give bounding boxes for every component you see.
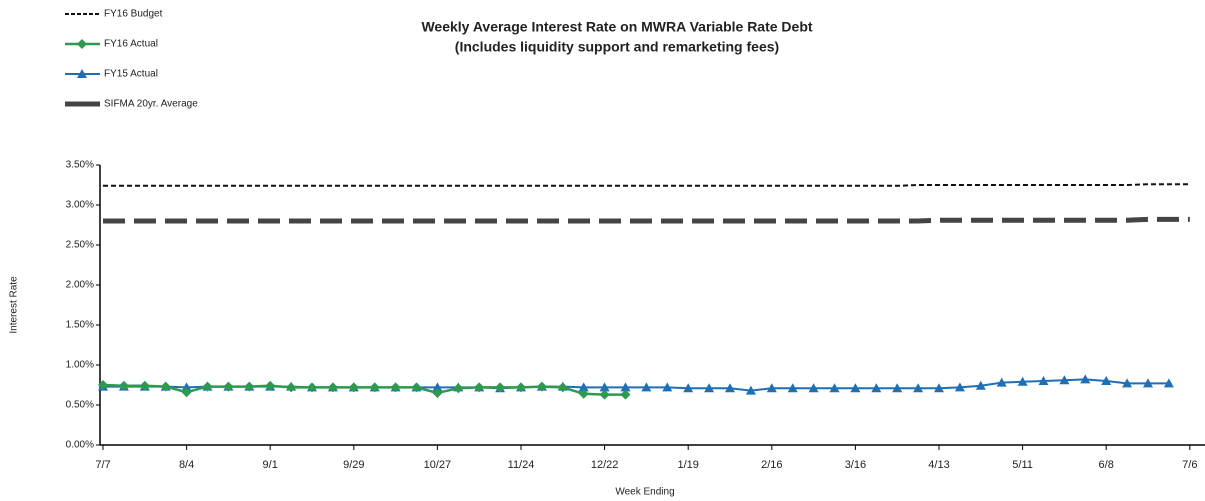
x-tick-label: 8/4 — [179, 459, 194, 471]
marker — [453, 383, 464, 394]
marker — [641, 382, 652, 392]
marker — [432, 382, 443, 392]
marker — [745, 385, 756, 395]
x-tick-label: 11/24 — [508, 459, 535, 471]
y-tick-label: 0.50% — [66, 400, 94, 411]
marker — [265, 380, 276, 391]
legend-label: SIFMA 20yr. Average — [104, 99, 198, 110]
marker — [766, 383, 777, 393]
marker — [557, 382, 568, 393]
marker — [474, 382, 485, 393]
marker — [892, 383, 903, 393]
marker — [1080, 374, 1091, 384]
chart-title: Weekly Average Interest Rate on MWRA Var… — [421, 19, 812, 35]
marker — [202, 381, 213, 392]
marker — [829, 383, 840, 393]
marker — [704, 383, 715, 393]
marker — [599, 382, 610, 392]
legend-label: FY16 Actual — [104, 39, 158, 50]
marker — [1038, 376, 1049, 385]
marker — [1059, 375, 1070, 385]
x-tick-label: 9/29 — [343, 459, 364, 471]
marker — [662, 382, 673, 392]
marker — [327, 382, 338, 393]
marker — [599, 389, 610, 400]
x-tick-label: 6/8 — [1099, 459, 1114, 471]
marker — [620, 382, 631, 392]
x-tick-label: 4/13 — [928, 459, 949, 471]
marker — [683, 383, 694, 393]
y-axis-label: Interest Rate — [9, 276, 20, 334]
y-tick-label: 3.50% — [66, 160, 94, 171]
marker — [871, 383, 882, 393]
marker — [954, 382, 965, 392]
marker — [850, 383, 861, 393]
x-tick-label: 1/19 — [677, 459, 698, 471]
y-tick-label: 2.00% — [66, 280, 94, 291]
marker — [536, 381, 547, 392]
marker — [725, 383, 735, 393]
marker — [787, 383, 798, 393]
y-tick-label: 1.50% — [66, 320, 94, 331]
marker — [118, 380, 129, 391]
marker — [495, 382, 506, 393]
marker — [975, 380, 986, 390]
series-line — [103, 216, 1190, 224]
marker — [223, 381, 234, 392]
legend-label: FY15 Actual — [104, 69, 158, 80]
marker — [369, 382, 380, 393]
y-tick-label: 3.00% — [66, 200, 94, 211]
marker — [1017, 376, 1028, 386]
marker — [934, 383, 944, 393]
marker — [390, 382, 401, 393]
x-tick-label: 9/1 — [263, 459, 278, 471]
marker — [160, 381, 171, 392]
marker — [77, 69, 87, 78]
marker — [1122, 378, 1133, 388]
marker — [411, 382, 422, 393]
marker — [996, 377, 1007, 387]
marker — [1101, 376, 1112, 385]
y-tick-label: 1.00% — [66, 360, 94, 371]
x-tick-label: 2/16 — [761, 459, 782, 471]
x-tick-label: 3/16 — [845, 459, 866, 471]
marker — [578, 382, 589, 392]
x-tick-label: 12/22 — [591, 459, 619, 471]
x-tick-label: 5/11 — [1012, 459, 1033, 471]
marker — [913, 383, 924, 393]
legend-label: FY16 Budget — [104, 9, 163, 20]
chart-subtitle: (Includes liquidity support and remarket… — [455, 39, 779, 55]
y-tick-label: 0.00% — [66, 440, 94, 451]
marker — [98, 380, 108, 390]
marker — [181, 387, 192, 398]
marker — [432, 388, 443, 398]
marker — [307, 382, 317, 393]
x-tick-label: 7/6 — [1182, 459, 1197, 471]
x-axis-label: Week Ending — [615, 487, 674, 498]
marker — [286, 382, 297, 393]
marker — [181, 382, 192, 392]
x-tick-label: 10/27 — [424, 459, 452, 471]
marker — [139, 380, 150, 391]
marker — [77, 39, 87, 49]
marker — [578, 388, 589, 399]
marker — [516, 382, 526, 393]
marker — [244, 381, 255, 392]
marker — [620, 389, 631, 400]
marker — [348, 382, 359, 393]
marker — [1163, 378, 1174, 388]
marker — [1143, 378, 1153, 388]
y-tick-label: 2.50% — [66, 240, 94, 251]
x-tick-label: 7/7 — [95, 459, 110, 471]
marker — [808, 383, 819, 393]
series-line — [103, 183, 1190, 187]
